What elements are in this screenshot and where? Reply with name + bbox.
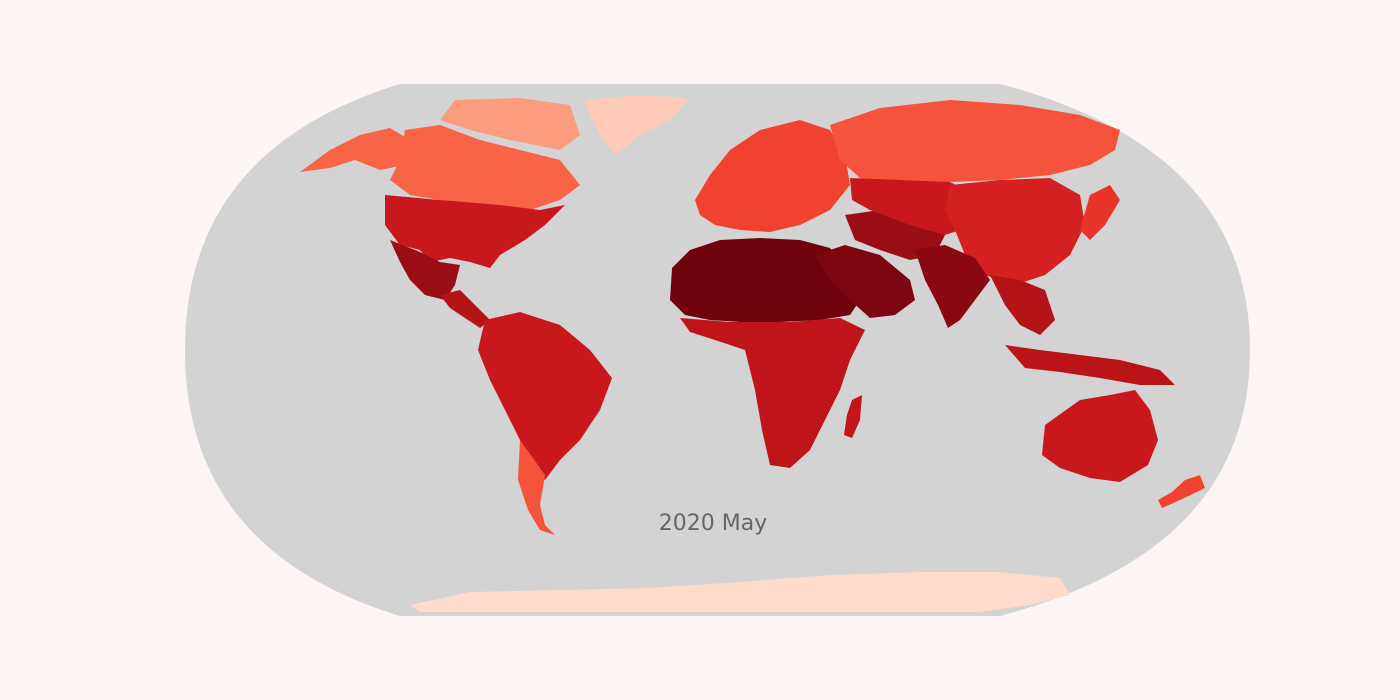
region-alaska (300, 128, 410, 172)
region-europe (695, 120, 850, 232)
region-southeast-asia (990, 275, 1055, 335)
region-new-zealand (1158, 475, 1205, 508)
region-canada (390, 125, 580, 210)
region-patagonia (518, 440, 555, 535)
region-united-states (385, 195, 565, 268)
region-australia (1042, 390, 1158, 482)
region-arabia (815, 245, 915, 318)
region-russia-siberia (830, 100, 1120, 185)
date-label: 2020 May (659, 511, 767, 536)
region-central-america (440, 290, 490, 328)
region-arctic-canada (440, 98, 580, 150)
region-antarctica (410, 572, 1070, 612)
region-south-america (478, 312, 612, 480)
region-madagascar (844, 395, 862, 438)
region-indonesia (1005, 345, 1175, 385)
region-north-africa (670, 238, 860, 322)
region-china (945, 178, 1085, 285)
region-japan (1080, 185, 1120, 240)
region-greenland (585, 95, 690, 155)
region-sub-saharan-africa (680, 318, 865, 468)
region-india (915, 245, 990, 328)
region-mexico (390, 240, 460, 300)
